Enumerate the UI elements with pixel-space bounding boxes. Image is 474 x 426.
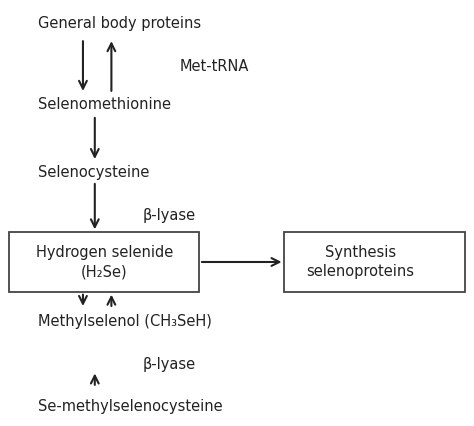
Text: Methylselenol (CH₃SeH): Methylselenol (CH₃SeH) [38,314,212,329]
Text: Se-methylselenocysteine: Se-methylselenocysteine [38,399,223,414]
Text: Met-tRNA: Met-tRNA [180,58,249,74]
Text: β-lyase: β-lyase [142,357,195,372]
Text: Synthesis
selenoproteins: Synthesis selenoproteins [306,245,414,279]
FancyBboxPatch shape [284,232,465,292]
Text: Hydrogen selenide
(H₂Se): Hydrogen selenide (H₂Se) [36,245,173,279]
Text: General body proteins: General body proteins [38,16,201,31]
Text: Selenocysteine: Selenocysteine [38,165,149,180]
Text: β-lyase: β-lyase [142,207,195,223]
Text: Selenomethionine: Selenomethionine [38,97,171,112]
FancyBboxPatch shape [9,232,199,292]
